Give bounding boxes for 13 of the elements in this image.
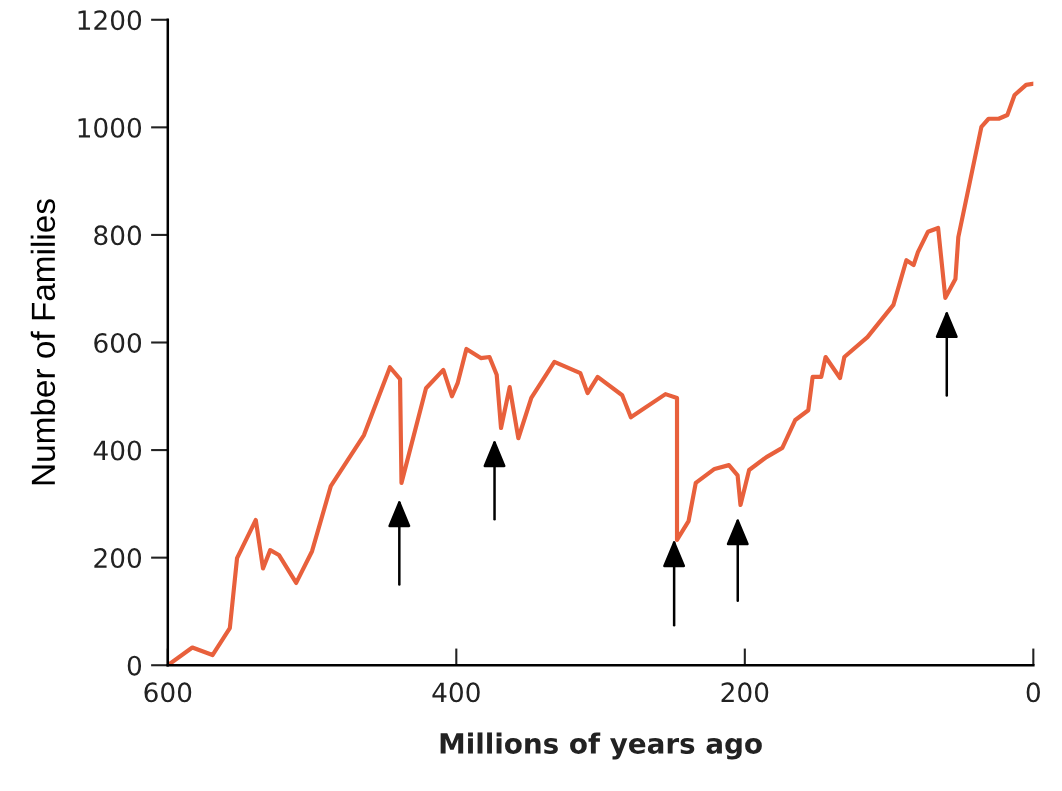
- x-tick-label: 200: [721, 682, 769, 703]
- y-tick-label: 1000: [78, 117, 142, 138]
- y-axis-title: Number of Families: [30, 199, 56, 485]
- x-tick-label: 0: [1026, 682, 1040, 703]
- y-tick-label: 200: [94, 548, 142, 569]
- y-tick-label: 1200: [78, 10, 142, 31]
- x-tick-label: 600: [144, 682, 192, 703]
- x-tick-label: 400: [432, 682, 480, 703]
- x-axis-title: Millions of years ago: [440, 732, 762, 760]
- y-tick-label: 800: [94, 225, 142, 246]
- y-tick-label: 0: [127, 655, 142, 676]
- y-tick-label: 600: [94, 332, 142, 353]
- y-tick-label: 400: [93, 440, 142, 461]
